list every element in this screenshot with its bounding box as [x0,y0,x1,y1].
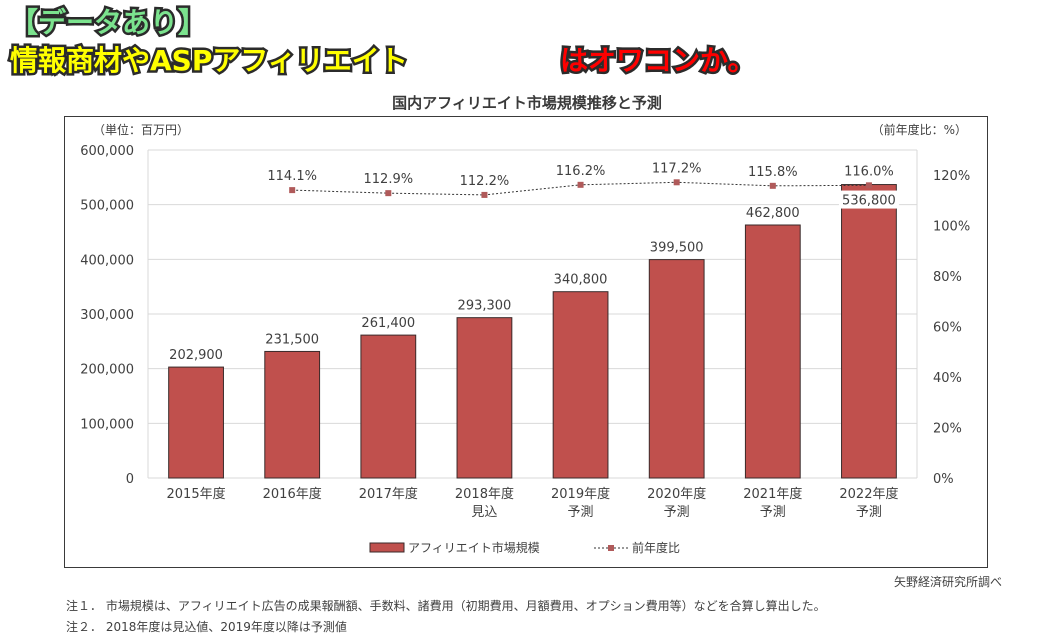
ratio-point [289,187,296,194]
bar [841,184,897,479]
x-tick-label: 2020年度 [647,486,706,502]
chart-frame: （単位：百万円） （前年度比：%） [64,116,988,568]
legend-line-marker [608,545,614,551]
x-tick-label: 2019年度 [551,486,610,502]
x-tick-label: 2022年度 [839,486,898,502]
bar [648,259,705,479]
y2-tick-label: 20% [933,422,962,437]
ratio-point [577,181,584,188]
ratio-value-label: 115.8% [748,165,798,180]
y-axis-unit-label: （単位：百万円） [93,123,190,137]
bar-value-label: 536,800 [842,194,896,209]
ratio-value-label: 112.2% [460,174,510,189]
y-tick-label: 300,000 [80,308,134,323]
x-tick-label: 2018年度 [455,486,514,502]
y2-tick-label: 40% [933,371,962,386]
bar-label-bg [838,190,899,209]
legend-bar-swatch [369,542,405,553]
ratio-point [385,190,392,197]
y-tick-label: 200,000 [80,363,134,378]
y-tick-label: 400,000 [80,253,134,268]
x-tick-sublabel: 予測 [856,505,882,520]
note-2: 注２． 2018年度は見込値、2019年度以降は予測値 [66,620,347,634]
y2-axis-unit-label: （前年度比：%） [871,123,967,137]
axes: 0 100,000 200,000 300,000 400,000 500,000 600,… [80,144,970,520]
bar-value-label: 293,300 [458,299,512,314]
overlay-headline: 【データあり】 情報商材やASPアフィリエイト はオワコンか。 [0,0,1054,86]
bar-value-label: 202,900 [169,348,223,363]
note-1: 注１． 市場規模は、アフィリエイト広告の成果報酬額、手数料、諸費用（初期費用、月… [66,599,826,613]
bar [456,317,513,479]
y2-tick-label: 60% [933,321,962,336]
bars [168,184,897,479]
ratio-value-label: 116.0% [844,164,894,179]
overlay-headline-question: はオワコンか。 [557,42,757,80]
x-tick-label: 2015年度 [167,486,226,502]
legend-bar-label: アフィリエイト市場規模 [408,540,540,555]
ratio-point [769,182,776,189]
x-tick-label: 2016年度 [263,486,322,502]
ratio-value-label: 114.1% [267,169,317,184]
x-tick-sublabel: 予測 [568,505,594,520]
bar [744,224,801,479]
x-tick-label: 2017年度 [359,486,418,502]
data-labels: 202,900 231,500 114.1% 261,400 112.9% 293,300… [169,161,899,363]
overlay-headline-tag: 【データあり】 [7,4,208,42]
legend: アフィリエイト市場規模 前年度比 [369,540,680,555]
ratio-point [673,179,680,186]
bar-value-label: 399,500 [650,241,704,256]
y-tick-label: 500,000 [80,199,134,214]
bar-value-label: 261,400 [361,316,415,331]
ratio-point [481,191,488,198]
ratio-value-label: 112.9% [364,172,414,187]
y-tick-label: 0 [126,472,134,487]
bar [168,366,224,479]
y2-tick-label: 80% [933,270,962,285]
chart-title: 国内アフィリエイト市場規模推移と予測 [392,94,662,112]
y2-tick-label: 100% [933,220,970,235]
y2-tick-label: 0% [933,472,954,487]
bar [552,291,609,479]
x-tick-sublabel: 見込 [471,505,497,520]
ratio-value-label: 116.2% [556,164,606,179]
x-tick-sublabel: 予測 [664,505,690,520]
x-tick-label: 2021年度 [743,486,802,502]
bar-value-label: 462,800 [746,206,800,221]
y-tick-label: 100,000 [80,417,134,432]
source-credit: 矢野経済研究所調べ [893,575,1002,589]
y-tick-label: 600,000 [80,144,134,159]
bar-value-label: 340,800 [554,273,608,288]
y2-tick-label: 120% [933,169,970,184]
bar [360,334,417,479]
bar-value-label: 231,500 [265,332,319,347]
legend-line-label: 前年度比 [632,540,680,555]
ratio-point [865,182,872,189]
grid-lines [148,149,917,479]
ratio-line [289,179,872,198]
overlay-headline-main: 情報商材やASPアフィリエイト [8,42,411,80]
x-tick-sublabel: 予測 [760,505,786,520]
bar [264,350,321,479]
ratio-value-label: 117.2% [652,161,702,176]
